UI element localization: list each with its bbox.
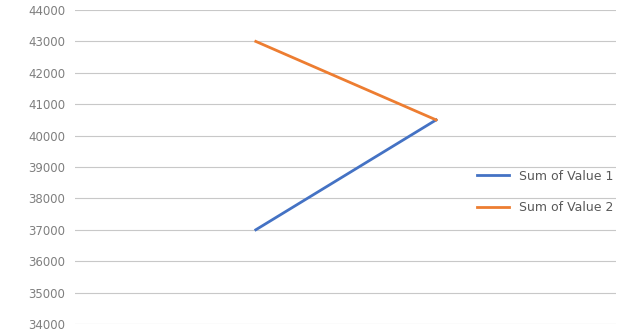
Line: Sum of Value 2: Sum of Value 2 [256, 41, 436, 120]
Line: Sum of Value 1: Sum of Value 1 [256, 120, 436, 230]
Sum of Value 2 [252, 39, 260, 43]
Legend: Sum of Value 1, Sum of Value 2: Sum of Value 1, Sum of Value 2 [471, 163, 620, 221]
Sum of Value 2 [432, 118, 440, 122]
Sum of Value 1 [252, 228, 260, 232]
Sum of Value 1 [432, 118, 440, 122]
